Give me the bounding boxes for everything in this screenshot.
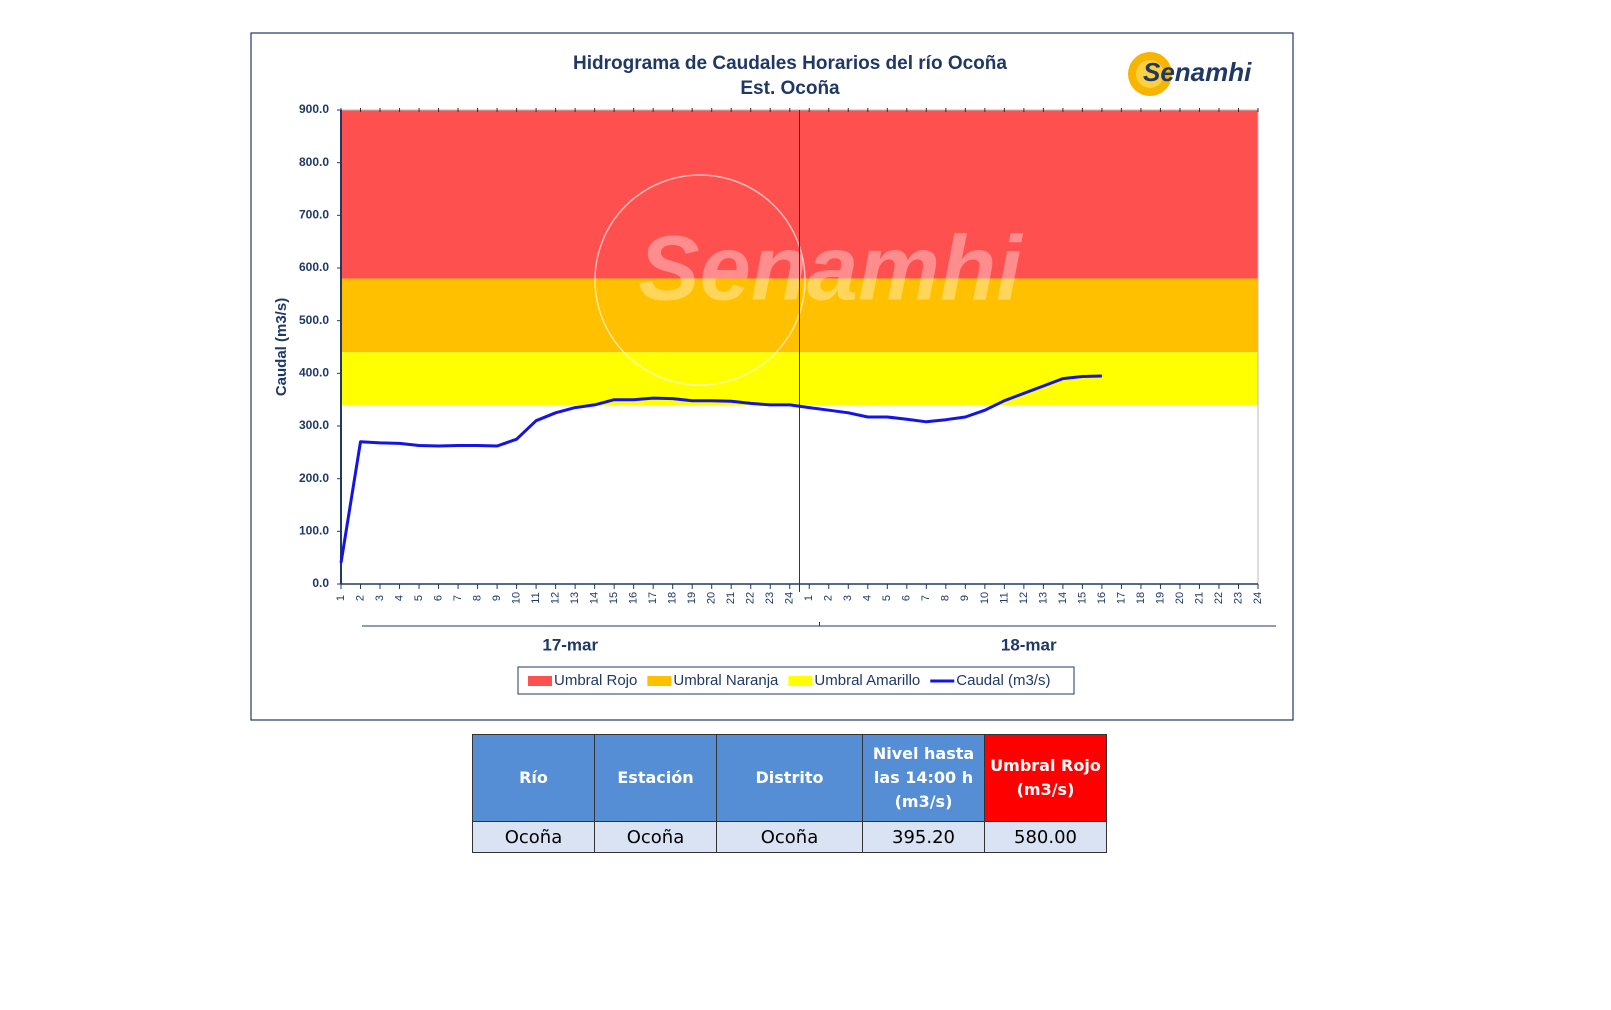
x-tick-label: 20 [706,592,718,604]
legend-label: Caudal (m3/s) [956,672,1050,689]
x-tick-label: 21 [725,592,737,604]
chart: Hidrograma de Caudales Horarios del río … [250,32,1294,721]
y-tick-label: 0.0 [312,576,329,590]
legend-label: Umbral Naranja [673,672,779,689]
legend-swatch [788,676,813,686]
y-tick-label: 200.0 [299,471,329,485]
x-tick-label: 13 [569,592,581,604]
x-tick-label: 22 [745,592,757,604]
logo-text: Senamhi [1143,57,1252,87]
x-tick-label: 2 [354,595,366,601]
x-tick-label: 12 [1018,592,1030,604]
x-tick-label: 2 [823,595,835,601]
header-cell: Nivel hasta las 14:00 h (m3/s) [862,734,985,822]
x-tick-label: 10 [511,592,523,604]
legend-swatch [528,676,552,686]
x-tick-label: 6 [901,595,913,601]
x-tick-label: 15 [1076,592,1088,604]
x-tick-label: 13 [1037,592,1049,604]
x-tick-label: 8 [940,595,952,601]
x-tick-label: 18 [1135,592,1147,604]
watermark: Senamhi [638,217,1024,319]
x-tick-label: 18 [667,592,679,604]
x-tick-label: 19 [1154,592,1166,604]
y-tick-label: 100.0 [299,524,329,538]
x-tick-label: 7 [920,595,932,601]
x-tick-label: 6 [432,595,444,601]
x-tick-label: 17 [1115,592,1127,604]
header-cell: Río [472,734,595,822]
x-tick-label: 14 [589,592,601,604]
y-tick-label: 500.0 [299,313,329,327]
cell: 580.00 [984,821,1107,853]
x-tick-label: 4 [862,595,874,601]
x-tick-label: 9 [491,595,503,601]
x-tick-label: 23 [764,592,776,604]
y-tick-label: 800.0 [299,155,329,169]
x-tick-label: 14 [1057,592,1069,604]
y-tick-label: 600.0 [299,260,329,274]
x-tick-label: 10 [979,592,991,604]
header-cell: Estación [594,734,717,822]
y-tick-label: 900.0 [299,102,329,116]
cell: 395.20 [862,821,985,853]
x-tick-label: 11 [998,592,1010,603]
logo-sun-core [1136,60,1164,88]
x-tick-label: 5 [413,595,425,601]
header-row: Río Estación Distrito Nivel hasta las 14… [472,734,1107,822]
summary-table: Río Estación Distrito Nivel hasta las 14… [472,734,1107,853]
x-tick-label: 15 [608,592,620,604]
legend-label: Umbral Rojo [554,672,637,689]
x-tick-label: 3 [842,595,854,601]
data-row: Ocoña Ocoña Ocoña 395.20 580.00 [472,821,1107,853]
header-cell: Distrito [716,734,863,822]
series-line [339,374,1102,564]
x-tick-label: 16 [1096,592,1108,604]
x-tick-label: 5 [881,595,893,601]
x-tick-label: 24 [784,592,796,604]
x-tick-label: 22 [1213,592,1225,604]
header-cell: Umbral Rojo (m3/s) [984,734,1107,822]
group-label: 17-mar [542,635,598,654]
x-tick-label: 21 [1193,592,1205,604]
chart-title: Hidrograma de Caudales Horarios del río … [573,53,1007,74]
logo: Senamhi [1128,52,1252,96]
x-tick-label: 9 [959,595,971,601]
x-tick-label: 23 [1232,592,1244,604]
x-tick-label: 19 [686,592,698,604]
watermark-sun [594,174,806,386]
cell: Ocoña [472,821,595,853]
legend-label: Umbral Amarillo [814,672,920,689]
x-tick-label: 1 [335,595,347,601]
y-tick-label: 300.0 [299,418,329,432]
y-tick-label: 400.0 [299,366,329,380]
x-tick-label: 1 [803,595,815,601]
x-tick-label: 12 [550,592,562,604]
x-tick-label: 8 [471,595,483,601]
x-tick-label: 20 [1174,592,1186,604]
cell: Ocoña [594,821,717,853]
x-tick-label: 7 [452,595,464,601]
legend-box [517,666,1075,695]
chart-subtitle: Est. Ocoña [740,78,840,99]
x-tick-label: 4 [393,595,405,601]
group-label: 18-mar [1001,635,1057,654]
x-tick-label: 17 [647,592,659,604]
cell: Ocoña [716,821,863,853]
y-tick-label: 700.0 [299,208,329,222]
x-tick-label: 3 [374,595,386,601]
y-axis-label: Caudal (m3/s) [273,298,290,396]
x-tick-label: 24 [1252,592,1264,604]
legend-swatch [647,676,672,686]
legend: Umbral Rojo Umbral Naranja Umbral Amarillo… [517,666,1075,695]
x-tick-label: 11 [530,592,542,603]
x-tick-label: 16 [628,592,640,604]
